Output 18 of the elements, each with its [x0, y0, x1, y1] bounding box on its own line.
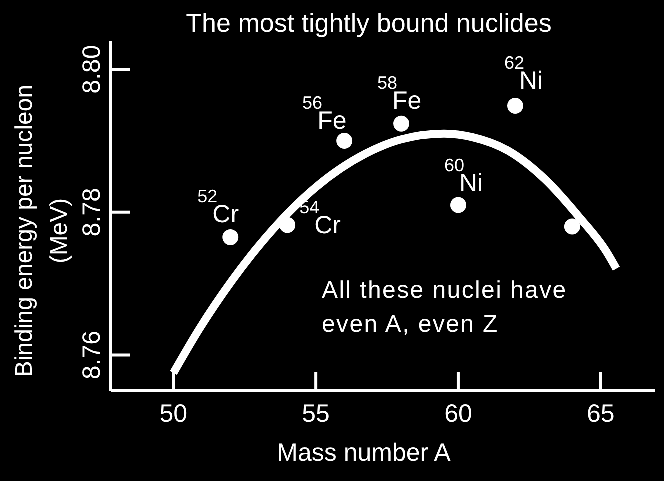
x-tick-label: 50 [160, 400, 188, 428]
point [507, 98, 524, 114]
x-tick-label: 60 [444, 400, 472, 428]
point [280, 217, 296, 234]
point [450, 197, 466, 214]
point [222, 229, 239, 246]
y-tick-label: 8.80 [78, 45, 106, 94]
y-tick-label: 8.78 [78, 188, 106, 237]
point [564, 218, 580, 235]
chart-title: The most tightly bound nuclides [186, 8, 552, 38]
point [336, 133, 353, 149]
y-axis-title: Binding energy per nucleon (MeV) [11, 84, 73, 378]
x-tick-label: 65 [586, 400, 615, 428]
annotation: All these nuclei have even A, even Z [322, 277, 568, 338]
point [394, 116, 410, 132]
x-axis-title: Mass number A [277, 439, 452, 467]
y-tick-label: 8.76 [78, 330, 106, 380]
x-tick-label: 55 [302, 400, 330, 428]
